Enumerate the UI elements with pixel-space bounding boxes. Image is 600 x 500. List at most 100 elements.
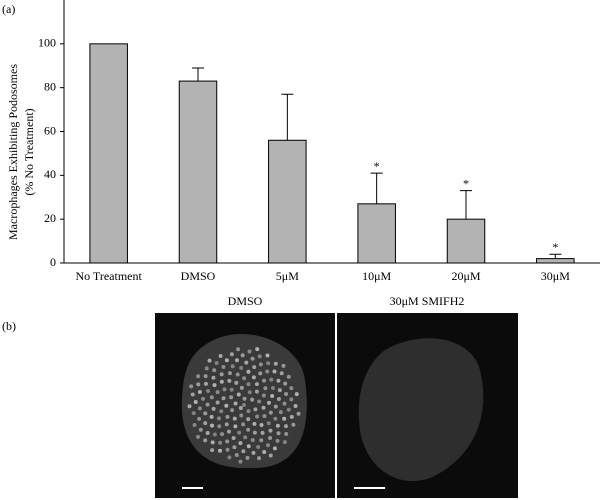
panel-label: (b)	[2, 319, 16, 333]
podosome-dot	[187, 404, 192, 409]
podosome-dot	[246, 369, 251, 374]
podosome-dot	[276, 378, 281, 383]
podosome-dot	[206, 388, 211, 393]
podosome-dot	[289, 414, 294, 419]
podosome-dot	[250, 397, 255, 402]
podosome-dot	[190, 392, 195, 397]
podosome-dot	[293, 404, 298, 409]
podosome-dot	[192, 423, 197, 428]
podosome-dot	[239, 413, 244, 418]
podosome-dot	[291, 422, 296, 427]
error-bar	[281, 93, 294, 141]
podosome-dot	[289, 386, 294, 391]
podosome-dot	[255, 347, 260, 352]
podosome-dot	[289, 397, 294, 402]
podosome-dot	[257, 456, 262, 461]
podosome-dot	[229, 395, 234, 400]
podosome-dot	[219, 372, 224, 377]
podosome-dot	[204, 366, 209, 371]
podosome-dot	[205, 402, 210, 407]
podosome-dot	[236, 392, 241, 397]
podosome-dot	[253, 407, 258, 412]
podosome-dot	[191, 411, 196, 416]
podosome-dot	[276, 396, 281, 401]
podosome-dot	[247, 390, 252, 395]
podosome-dot	[203, 438, 208, 443]
podosome-dot	[220, 432, 225, 437]
bar	[536, 258, 575, 264]
podosome-dot	[270, 394, 275, 399]
podosome-dot	[268, 436, 273, 441]
podosome-dot	[241, 422, 246, 427]
podosome-dot	[255, 414, 260, 419]
podosome-dot	[193, 399, 198, 404]
podosome-dot	[217, 448, 222, 453]
y-tick-label: 40	[44, 167, 56, 181]
podosome-dot	[269, 377, 274, 382]
y-tick-label: 20	[44, 211, 56, 225]
podosome-dot	[262, 414, 267, 419]
podosome-dot	[238, 441, 243, 446]
podosome-dot	[211, 375, 216, 380]
error-bar	[192, 67, 204, 82]
podosome-dot	[227, 455, 232, 460]
podosome-dot	[225, 447, 230, 452]
podosome-dot	[212, 383, 217, 388]
podosome-dot	[203, 374, 208, 379]
podosome-dot	[246, 427, 251, 432]
podosome-dot	[239, 365, 244, 370]
podosome-dot	[258, 371, 263, 376]
podosome-dot	[266, 361, 271, 366]
podosome-dot	[270, 386, 275, 391]
error-bar	[549, 253, 562, 259]
podosome-dot	[231, 436, 236, 441]
podosome-dot	[203, 421, 208, 426]
y-axis-label: (% No Treatment)	[22, 108, 36, 195]
podosome-dot	[273, 416, 278, 421]
podosome-dot	[261, 405, 266, 410]
podosome-dot	[216, 416, 221, 421]
podosome-dot	[225, 439, 230, 444]
podosome-dot	[210, 423, 215, 428]
podosome-dot	[279, 371, 284, 376]
podosome-dot	[257, 399, 262, 404]
podosome-dot	[296, 411, 301, 416]
image-title: DMSO	[228, 294, 263, 308]
podosome-dot	[230, 408, 235, 413]
podosome-dot	[207, 358, 212, 363]
podosome-dot	[275, 423, 280, 428]
podosome-dot	[232, 445, 237, 450]
podosome-dot	[252, 421, 257, 426]
podosome-dot	[265, 369, 270, 374]
podosome-dot	[197, 406, 202, 411]
podosome-dot	[259, 423, 264, 428]
y-axis-label: Macrophages Exhibiting Podosomes	[6, 64, 20, 240]
podosome-dot	[240, 353, 245, 358]
podosome-dot	[218, 354, 223, 359]
podosome-dot	[196, 374, 201, 379]
podosome-dot	[196, 382, 201, 387]
podosome-dot	[254, 382, 259, 387]
podosome-dot	[258, 362, 263, 367]
podosome-dot	[245, 455, 250, 460]
podosome-dot	[251, 375, 256, 380]
image-title: 30μM SMIFH2	[390, 294, 465, 308]
x-tick-label: 5μM	[276, 269, 299, 283]
podosome-dot	[277, 388, 282, 393]
cell	[181, 333, 307, 469]
podosome-dot	[260, 430, 265, 435]
podosome-dot	[237, 430, 242, 435]
podosome-dot	[273, 361, 278, 366]
podosome-dot	[241, 449, 246, 454]
podosome-dot	[252, 365, 257, 370]
y-tick-label: 100	[38, 36, 56, 50]
podosome-dot	[232, 416, 237, 421]
podosome-dot	[286, 407, 291, 412]
y-tick-label: 60	[44, 123, 56, 137]
podosome-dot	[209, 414, 214, 419]
podosome-dot	[282, 416, 287, 421]
podosome-dot	[257, 354, 262, 359]
podosome-dot	[210, 440, 215, 445]
podosome-dot	[278, 410, 283, 415]
